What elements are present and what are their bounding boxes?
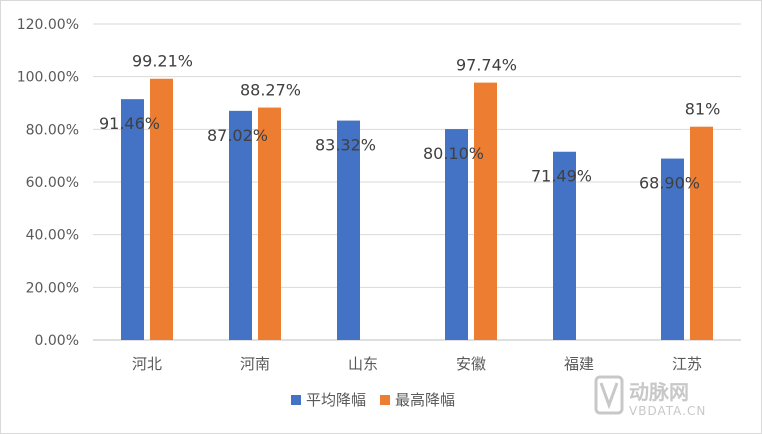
bar-max <box>258 107 281 340</box>
y-tick-label: 0.00% <box>35 333 79 349</box>
watermark-logo-icon <box>594 375 624 415</box>
y-tick-label: 120.00% <box>17 17 79 33</box>
data-label: 97.74% <box>456 56 517 75</box>
bar-avg <box>553 151 576 340</box>
bar-avg <box>337 120 360 340</box>
legend-swatch <box>291 395 301 405</box>
watermark-sub-text: VBDATA.CN <box>629 404 706 418</box>
x-category-label: 福建 <box>564 355 594 373</box>
data-label: 81% <box>685 100 721 119</box>
legend-label: 平均降幅 <box>306 391 366 409</box>
watermark: 动脉网 VBDATA.CN <box>594 375 706 418</box>
y-tick-label: 40.00% <box>26 228 79 244</box>
data-label: 68.90% <box>639 174 700 193</box>
legend-label: 最高降幅 <box>395 391 455 409</box>
bar-avg <box>229 110 252 340</box>
bars <box>121 78 713 341</box>
x-category-label: 江苏 <box>672 355 702 373</box>
data-label: 88.27% <box>240 81 301 100</box>
data-label: 99.21% <box>132 52 193 71</box>
watermark-logo-text: 动脉网 <box>629 380 689 404</box>
data-label: 87.02% <box>207 126 268 145</box>
bar-max <box>474 82 497 341</box>
y-tick-label: 60.00% <box>26 175 79 191</box>
y-tick-label: 100.00% <box>17 70 79 86</box>
bar-max <box>690 126 713 340</box>
x-category-label: 安徽 <box>456 355 486 373</box>
data-label: 80.10% <box>423 144 484 163</box>
x-axis-categories: 河北 河南 山东 安徽 福建 江苏 <box>132 355 702 373</box>
legend: 平均降幅 最高降幅 <box>291 391 455 409</box>
data-labels: 91.46% 99.21% 87.02% 88.27% 83.32% 80.10% 97.7… <box>99 52 720 193</box>
bar-max <box>150 78 173 340</box>
data-label: 91.46% <box>99 114 160 133</box>
y-tick-label: 20.00% <box>26 280 79 296</box>
data-label: 83.32% <box>315 136 376 155</box>
x-category-label: 山东 <box>348 355 378 373</box>
gridlines <box>93 23 741 341</box>
x-category-label: 河北 <box>132 355 162 373</box>
y-tick-label: 80.00% <box>26 122 79 138</box>
bar-avg <box>445 129 468 340</box>
x-category-label: 河南 <box>240 355 270 373</box>
y-axis-ticks: 0.00% 20.00% 40.00% 60.00% 80.00% 100.00% 120.… <box>17 17 79 349</box>
legend-swatch <box>380 395 391 405</box>
data-label: 71.49% <box>531 167 592 186</box>
bar-avg <box>661 158 684 340</box>
bar-avg <box>121 99 144 340</box>
